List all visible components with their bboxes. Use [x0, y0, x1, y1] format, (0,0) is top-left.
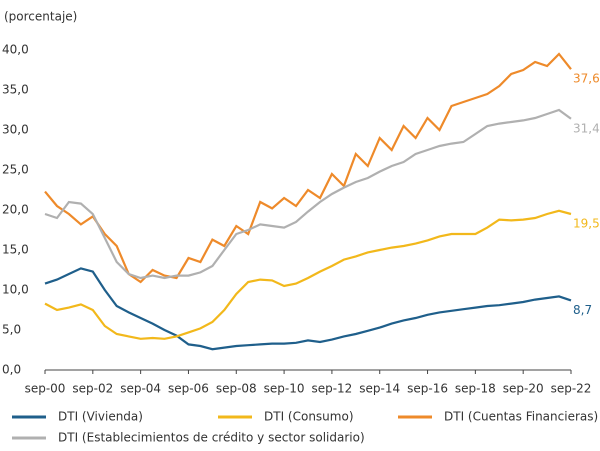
series-line [44, 267, 572, 351]
end-label: 19,5 [573, 217, 600, 231]
y-axis-label: (porcentaje) [4, 10, 77, 24]
x-tick-label: sep-10 [264, 382, 305, 396]
series-line [44, 52, 572, 284]
y-tick-label: 40,0 [2, 43, 29, 57]
x-tick-label: sep-06 [168, 382, 209, 396]
x-tick-label: sep-12 [311, 382, 352, 396]
x-tick-label: sep-20 [503, 382, 544, 396]
end-label: 37,6 [573, 72, 600, 86]
x-tick-label: sep-04 [120, 382, 161, 396]
y-tick-label: 0,0 [2, 363, 21, 377]
x-tick-label: sep-16 [407, 382, 448, 396]
x-tick-label: sep-00 [25, 382, 66, 396]
end-label: 31,4 [573, 121, 600, 135]
y-tick-label: 25,0 [2, 163, 29, 177]
series-line [44, 108, 572, 280]
end-label: 8,7 [573, 303, 592, 317]
x-tick-label: sep-08 [216, 382, 257, 396]
legend-label: DTI (Consumo) [264, 410, 354, 424]
series-line [44, 209, 572, 340]
y-tick-label: 5,0 [2, 323, 21, 337]
legend-label: DTI (Vivienda) [58, 410, 143, 424]
y-tick-label: 30,0 [2, 123, 29, 137]
y-tick-label: 20,0 [2, 203, 29, 217]
y-tick-label: 15,0 [2, 243, 29, 257]
y-tick-label: 10,0 [2, 283, 29, 297]
y-tick-label: 35,0 [2, 83, 29, 97]
x-tick-label: sep-14 [359, 382, 400, 396]
legend-label: DTI (Cuentas Financieras) [444, 410, 598, 424]
x-tick-label: sep-18 [455, 382, 496, 396]
x-tick-label: sep-02 [72, 382, 113, 396]
legend-label: DTI (Establecimientos de crédito y secto… [58, 431, 365, 445]
x-tick-label: sep-22 [551, 382, 592, 396]
